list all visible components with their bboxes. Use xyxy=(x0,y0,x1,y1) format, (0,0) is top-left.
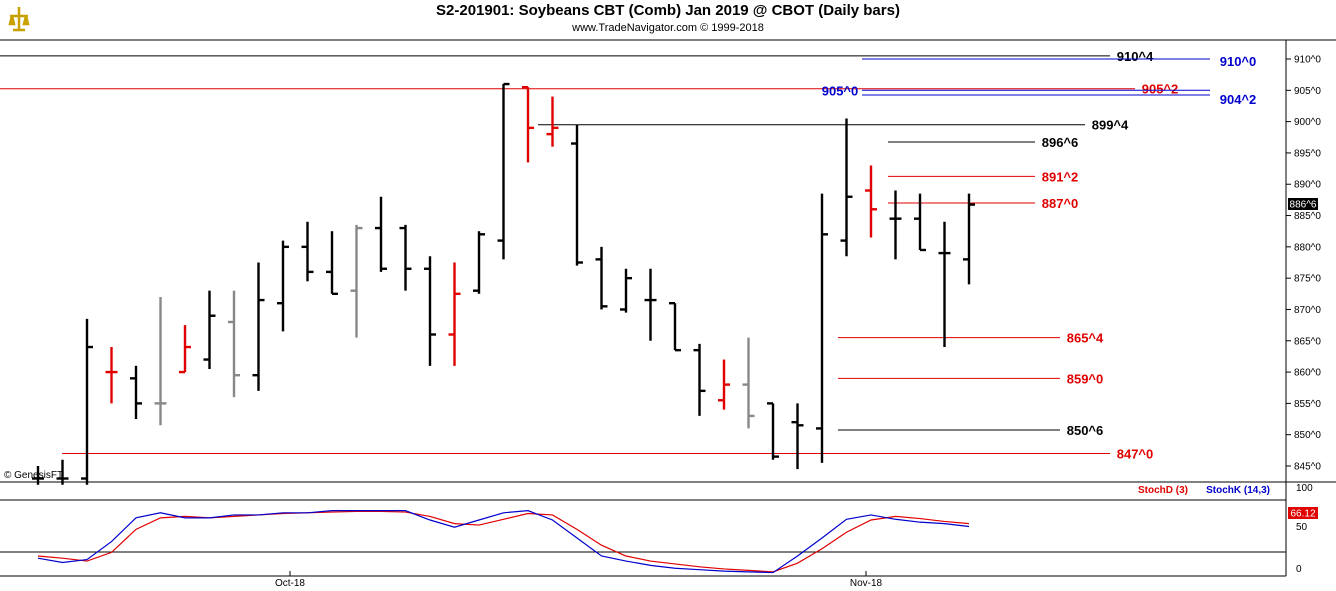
y-tick-label: 905^0 xyxy=(1294,86,1321,97)
y-tick-label: 895^0 xyxy=(1294,148,1321,159)
ohlc-bar xyxy=(718,359,730,410)
ohlc-bar xyxy=(571,124,583,266)
level-label: 910^0 xyxy=(1220,54,1257,69)
chart-subtitle: www.TradeNavigator.com © 1999-2018 xyxy=(572,22,764,34)
ohlc-bar xyxy=(620,268,632,313)
ohlc-bar xyxy=(669,302,681,352)
level-label: 847^0 xyxy=(1117,446,1154,461)
price-axis: 910^0 905^0 900^0 895^0 890^0 885^0 880^0 875^0… xyxy=(1286,55,1321,473)
ohlc-bar xyxy=(889,190,902,260)
copyright-text: © GenesisFT xyxy=(4,470,63,481)
stoch-value-text: 66.12 xyxy=(1290,509,1315,520)
ohlc-bar xyxy=(963,193,975,285)
level-label: 905^0 xyxy=(822,83,859,98)
ohlc-bar xyxy=(595,246,608,310)
level-label: 865^4 xyxy=(1067,331,1104,346)
ohlc-bar xyxy=(399,224,412,291)
y-tick-label: 910^0 xyxy=(1294,55,1321,66)
stoch-k-line xyxy=(37,510,970,574)
ohlc-bar xyxy=(105,347,118,404)
ohlc-bar xyxy=(448,262,461,366)
ohlc-bar xyxy=(816,193,828,463)
chart-title: S2-201901: Soybeans CBT (Comb) Jan 2019 … xyxy=(436,2,900,19)
x-label-oct: Oct-18 xyxy=(275,578,305,589)
ohlc-bar xyxy=(375,196,387,272)
stoch-axis: 100 50 0 xyxy=(1296,483,1313,575)
ohlc-bar xyxy=(791,403,804,470)
y-tick-label: 855^0 xyxy=(1294,399,1321,410)
stoch-k-legend: StochK (14,3) xyxy=(1206,485,1270,496)
level-lines: 910^4 910^0 905^2 905^0 904^2 899^4 896^6 891^2… xyxy=(0,49,1257,461)
y-tick-label: 875^0 xyxy=(1294,274,1321,285)
level-label: 905^2 xyxy=(1142,82,1179,97)
last-price-text: 886^6 xyxy=(1290,200,1317,211)
ohlc-bar xyxy=(693,343,706,416)
y-tick-label: 860^0 xyxy=(1294,368,1321,379)
last-price-box xyxy=(1288,198,1318,210)
ohlc-bar xyxy=(81,318,93,485)
stoch-d-line xyxy=(37,510,970,573)
ohlc-bar xyxy=(424,256,436,366)
ohlc-bar xyxy=(546,96,559,147)
ohlc-bar xyxy=(179,325,191,374)
level-label: 887^0 xyxy=(1042,196,1079,211)
ohlc-bar xyxy=(865,165,877,238)
ohlc-bar xyxy=(497,82,510,260)
level-label: 891^2 xyxy=(1042,169,1079,184)
ohlc-bar xyxy=(326,231,338,296)
ohlc-bar xyxy=(301,221,314,282)
stoch-tick-0: 0 xyxy=(1296,564,1302,575)
y-tick-label: 870^0 xyxy=(1294,305,1321,316)
ohlc-bar xyxy=(938,221,951,348)
y-tick-label: 880^0 xyxy=(1294,242,1321,253)
ohlc-bar xyxy=(228,290,240,398)
level-label: 850^6 xyxy=(1067,423,1104,438)
y-tick-label: 885^0 xyxy=(1294,211,1321,222)
trade-navigator-logo-icon xyxy=(4,4,34,34)
level-label: 899^4 xyxy=(1092,118,1129,133)
ohlc-bar xyxy=(742,337,755,429)
level-label: 904^2 xyxy=(1220,92,1257,107)
ohlc-bar xyxy=(203,290,216,369)
y-tick-label: 890^0 xyxy=(1294,180,1321,191)
ohlc-bar xyxy=(914,193,926,252)
ohlc-bar xyxy=(644,268,657,341)
ohlc-bar xyxy=(473,231,485,294)
ohlc-bar xyxy=(32,466,44,485)
y-tick-label: 865^0 xyxy=(1294,336,1321,347)
ohlc-bar xyxy=(840,118,853,257)
ohlc-bar xyxy=(350,224,363,338)
level-label: 910^4 xyxy=(1117,49,1154,64)
ohlc-bar xyxy=(252,262,265,391)
ohlc-bar xyxy=(130,365,142,420)
price-bars xyxy=(32,82,975,485)
level-label: 896^6 xyxy=(1042,135,1079,150)
stoch-tick-50: 50 xyxy=(1296,522,1308,533)
ohlc-bar xyxy=(767,402,779,460)
stoch-value-box xyxy=(1288,507,1318,519)
stoch-tick-100: 100 xyxy=(1296,483,1313,494)
ohlc-bar xyxy=(522,85,534,163)
y-tick-label: 845^0 xyxy=(1294,462,1321,473)
ohlc-bar xyxy=(154,296,167,426)
x-label-nov: Nov-18 xyxy=(850,578,883,589)
ohlc-bar xyxy=(277,240,289,332)
level-label: 859^0 xyxy=(1067,371,1104,386)
y-tick-label: 850^0 xyxy=(1294,430,1321,441)
stoch-d-legend: StochD (3) xyxy=(1138,485,1188,496)
ohlc-bar xyxy=(56,459,69,485)
y-tick-label: 900^0 xyxy=(1294,117,1321,128)
